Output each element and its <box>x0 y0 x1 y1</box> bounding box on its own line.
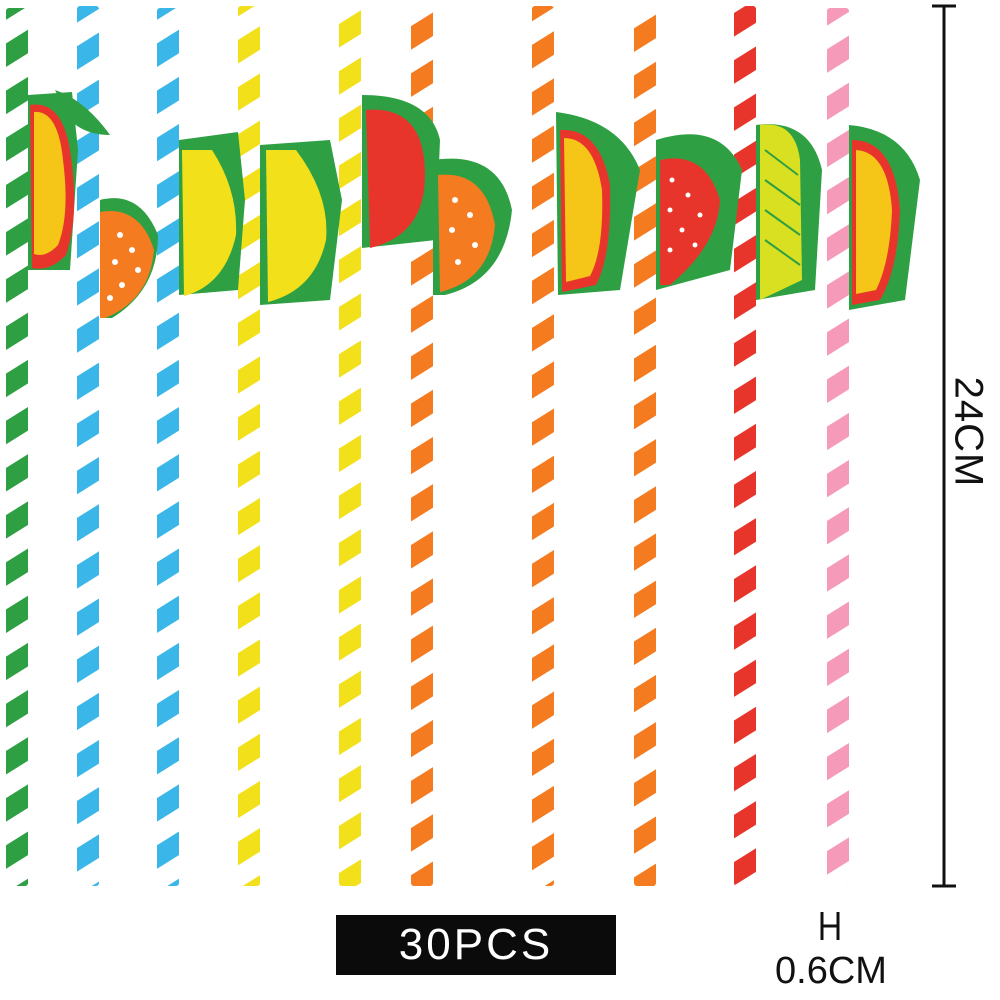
fruit-toppers <box>28 90 920 318</box>
mango-icon <box>849 125 920 310</box>
diameter-label: 0.6CM <box>775 950 887 992</box>
straw-8 <box>634 8 656 886</box>
straw-1 <box>6 8 28 886</box>
straw-7 <box>532 6 554 886</box>
count-badge: 30PCS <box>336 915 616 975</box>
straws <box>6 6 849 886</box>
strawberry-icon <box>656 134 742 290</box>
apple-icon <box>362 95 440 249</box>
straw-10 <box>827 8 849 886</box>
straw-3 <box>157 8 179 886</box>
height-dimension-line <box>932 4 956 888</box>
lemon-icon <box>179 132 245 296</box>
straw-5 <box>339 6 361 886</box>
length-label: 24CM <box>946 376 991 488</box>
width-dimension-marker <box>820 912 840 940</box>
pineapple-icon <box>756 124 822 300</box>
orange-slice-icon <box>100 198 158 318</box>
straw-9 <box>734 6 756 886</box>
straw-2 <box>77 6 99 886</box>
mango-icon <box>28 90 110 270</box>
lemon-icon <box>260 140 342 305</box>
mango-icon <box>556 112 640 295</box>
straw-4 <box>238 6 260 886</box>
orange-slice-icon <box>433 158 512 295</box>
